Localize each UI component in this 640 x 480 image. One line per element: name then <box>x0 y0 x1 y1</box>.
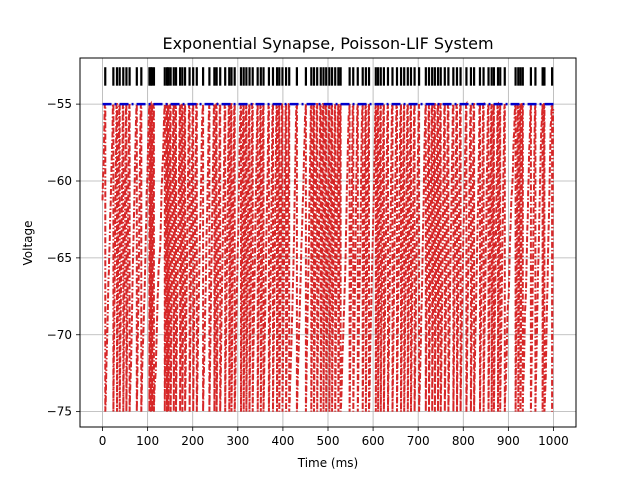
ticks: 0 100 200 300 400 500 600 700 800 900 1000 −75 −70 −6… <box>47 97 569 448</box>
y-tick-label: −60 <box>47 174 72 188</box>
x-tick-label: 500 <box>317 434 340 448</box>
x-tick-label: 700 <box>407 434 430 448</box>
x-tick-label: 0 <box>99 434 107 448</box>
x-tick-label: 600 <box>362 434 385 448</box>
x-tick-label: 1000 <box>538 434 569 448</box>
y-tick-label: −65 <box>47 251 72 265</box>
y-tick-label: −75 <box>47 405 72 419</box>
x-tick-label: 300 <box>226 434 249 448</box>
chart-title: Exponential Synapse, Poisson-LIF System <box>162 34 493 53</box>
y-tick-label: −70 <box>47 328 72 342</box>
x-tick-label: 100 <box>136 434 159 448</box>
y-tick-label: −55 <box>47 97 72 111</box>
data-layer <box>101 67 555 412</box>
x-axis-label: Time (ms) <box>297 456 359 470</box>
voltage-trace-line <box>101 100 555 412</box>
x-tick-label: 800 <box>452 434 475 448</box>
y-axis-label: Voltage <box>21 220 35 265</box>
x-tick-label: 200 <box>181 434 204 448</box>
x-tick-label: 900 <box>497 434 520 448</box>
x-tick-label: 400 <box>271 434 294 448</box>
